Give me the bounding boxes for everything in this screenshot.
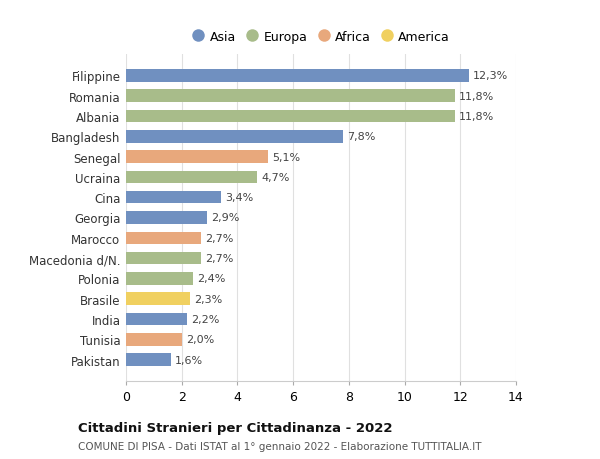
Bar	[126, 212, 207, 224]
Text: 2,4%: 2,4%	[197, 274, 226, 284]
Text: Cittadini Stranieri per Cittadinanza - 2022: Cittadini Stranieri per Cittadinanza - 2…	[78, 421, 392, 434]
Bar	[126, 252, 201, 265]
Text: 3,4%: 3,4%	[225, 193, 253, 203]
Bar	[126, 131, 343, 143]
Text: COMUNE DI PISA - Dati ISTAT al 1° gennaio 2022 - Elaborazione TUTTITALIA.IT: COMUNE DI PISA - Dati ISTAT al 1° gennai…	[78, 441, 482, 451]
Bar	[126, 333, 182, 346]
Bar	[126, 191, 221, 204]
Text: 2,0%: 2,0%	[186, 335, 214, 345]
Text: 2,7%: 2,7%	[205, 233, 234, 243]
Text: 11,8%: 11,8%	[459, 112, 494, 122]
Bar	[126, 70, 469, 83]
Text: 4,7%: 4,7%	[261, 173, 289, 183]
Bar	[126, 171, 257, 184]
Bar	[126, 232, 201, 245]
Bar	[126, 273, 193, 285]
Text: 2,2%: 2,2%	[191, 314, 220, 325]
Text: 5,1%: 5,1%	[272, 152, 301, 162]
Legend: Asia, Europa, Africa, America: Asia, Europa, Africa, America	[187, 25, 455, 48]
Bar	[126, 90, 455, 103]
Text: 2,9%: 2,9%	[211, 213, 239, 223]
Text: 7,8%: 7,8%	[347, 132, 376, 142]
Bar	[126, 111, 455, 123]
Text: 2,7%: 2,7%	[205, 253, 234, 263]
Bar	[126, 353, 170, 366]
Bar	[126, 293, 190, 305]
Bar	[126, 151, 268, 163]
Text: 2,3%: 2,3%	[194, 294, 223, 304]
Text: 1,6%: 1,6%	[175, 355, 203, 365]
Text: 12,3%: 12,3%	[473, 71, 508, 81]
Bar	[126, 313, 187, 325]
Text: 11,8%: 11,8%	[459, 91, 494, 101]
